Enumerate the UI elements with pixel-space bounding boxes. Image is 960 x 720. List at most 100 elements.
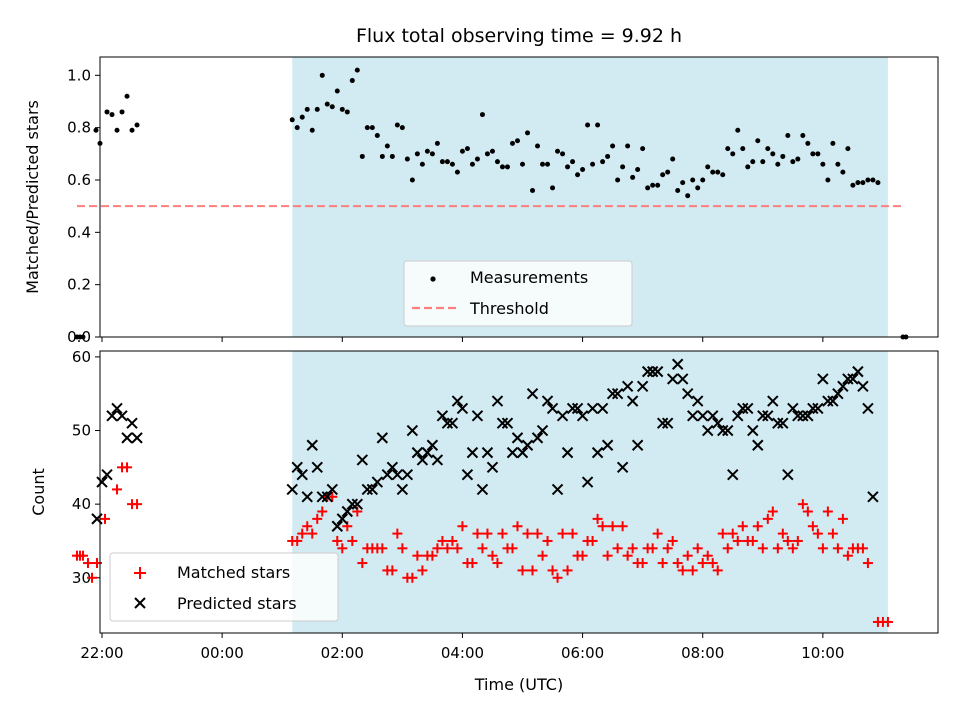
measurement-point [514,138,520,144]
matched-star-point [357,558,368,569]
predicted-star-point [676,373,689,385]
measurement-point [560,151,566,157]
predicted-star-point-b [837,380,849,393]
predicted-star-point [126,417,138,429]
predicted-star-point [406,424,419,437]
x-tick-label: 08:00 [681,644,724,662]
predicted-star-point-b [772,417,784,429]
measurement-point [329,104,335,110]
measurement-point [540,161,546,167]
measurement-point [379,153,385,159]
measurements-series [74,67,909,340]
predicted-star-point-b [311,461,323,474]
predicted-star-point-b [681,387,694,400]
matched-star-point [557,528,568,539]
predicted-star-point [376,432,389,444]
predicted-star-point [837,380,849,393]
predicted-star-point [727,468,739,481]
predicted-star-point [827,395,839,407]
measurement-point [660,172,666,178]
top-plot-frame [99,56,939,338]
measurement-point [104,109,110,115]
measurement-point [80,334,86,340]
measurement-point [770,151,776,157]
predicted-star-point-b [326,483,338,496]
predicted-star-point [501,417,514,429]
predicted-star-point [416,454,429,466]
matched-star-point [802,506,813,517]
predicted-star-point [331,520,343,532]
predicted-star-point-b [676,373,689,385]
measurement-point [825,177,831,183]
measurement-point [414,151,420,157]
predicted-star-point [702,424,714,437]
predicted-star-point-b [551,483,564,496]
predicted-star-point [346,498,359,510]
predicted-star-point-b [286,483,298,496]
matched-star-point [607,521,618,532]
measurement-point [830,140,836,146]
predicted-star-point-b [461,468,474,481]
matched-star-point [122,462,133,473]
predicted-star-point-b [531,432,544,444]
matched-star-point [292,535,303,546]
predicted-star-point-b [356,454,369,466]
measurement-point [459,148,465,154]
matched-star-point [682,550,693,561]
top-legend-box [403,260,633,327]
predicted-star-point-b [802,410,814,422]
measurement-point [464,146,470,152]
predicted-star-point-b [732,410,744,422]
matched-star-point [482,528,493,539]
predicted-star-point [321,491,333,503]
measurement-point [484,151,490,157]
predicted-star-point-b [807,402,819,415]
measurements-legend-label: Measurements [470,268,588,287]
predicted-star-point [461,468,474,481]
predicted-star-point-b [446,417,459,429]
predicted-star-point [661,417,674,429]
predicted-star-point-b [561,446,574,459]
matched-star-point [857,543,868,554]
predicted-star-point-b [792,410,804,422]
predicted-star-point [707,410,719,422]
measurement-point [785,133,791,139]
predicted-star-point-b [501,417,514,429]
predicted-star-point-b [737,402,749,415]
matched-star-point [752,521,763,532]
predicted-star-point-b [486,461,499,474]
matched-star-point [782,535,793,546]
predicted-star-point-b [411,446,424,459]
matched-stars-legend-marker [134,567,146,579]
measurement-point [860,180,866,186]
predicted-star-point-b [782,468,794,481]
predicted-star-point-b [767,395,779,407]
x-axis-label: Time (UTC) [474,675,563,694]
predicted-star-point [311,461,323,474]
predicted-star-point [842,373,854,385]
matched-star-point [407,572,418,583]
measurement-point [685,193,691,199]
measurement-point [755,138,761,144]
predicted-star-point [606,387,619,400]
predicted-star-point [722,424,734,437]
predicted-star-point-b [111,402,123,415]
measurement-point [745,164,751,170]
measurement-point [600,159,606,165]
measurement-point [354,67,360,73]
predicted-stars-series [91,358,879,532]
matched-star-point [507,543,518,554]
predicted-star-point [571,402,584,415]
matched-star-point [532,528,543,539]
measurement-point [129,127,135,133]
predicted-star-point [516,446,529,459]
measurement-point [845,146,851,152]
predicted-star-point [666,373,679,385]
measurement-point [93,127,99,133]
measurement-point [444,159,450,165]
measurement-point [610,143,616,149]
predicted-star-point-b [451,395,464,407]
measurement-point [710,169,716,175]
predicted-star-point-b [847,373,859,385]
measurement-point [109,112,115,118]
